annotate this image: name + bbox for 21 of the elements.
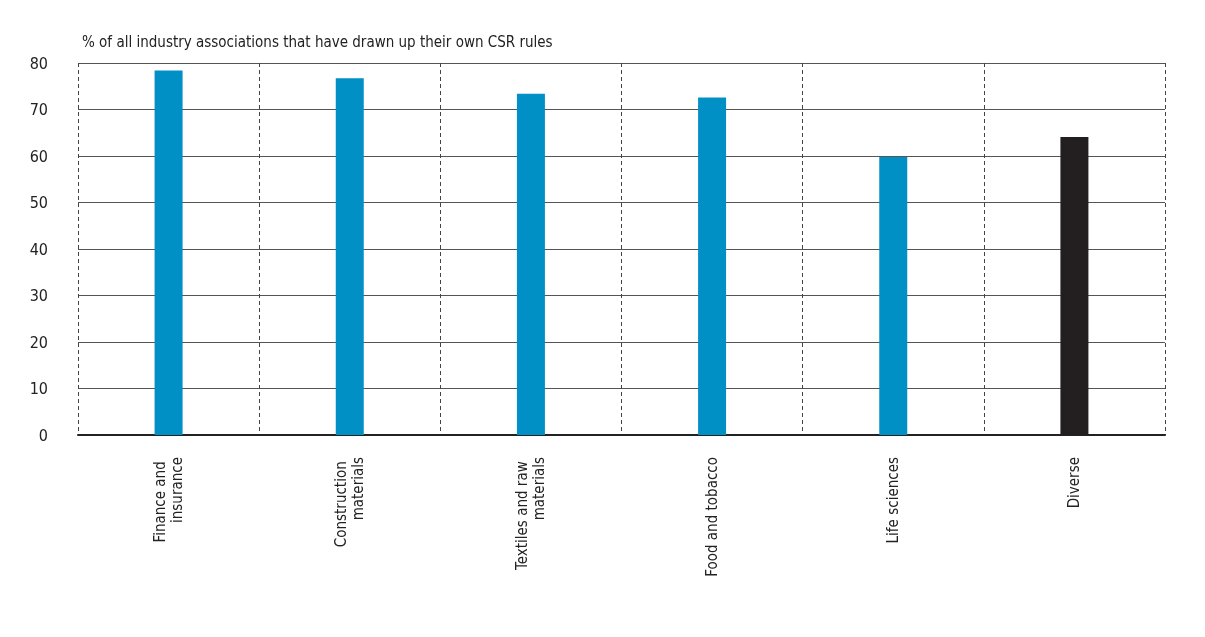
y-tick-label: 0 (38, 425, 48, 445)
y-tick-label: 40 (29, 239, 48, 259)
x-tick-label: Finance and insurance (151, 457, 187, 543)
y-tick-label: 70 (29, 100, 48, 119)
x-tick-label: Textiles and raw materials (513, 457, 549, 571)
x-tick-label: Construction materials (332, 457, 368, 548)
y-tick-label: 10 (29, 379, 48, 398)
bar (879, 156, 908, 435)
bar (516, 93, 545, 435)
x-tick-label: Life sciences (884, 457, 903, 544)
bar (335, 78, 364, 435)
x-tick-label: Diverse (1065, 457, 1084, 509)
y-tick-label: 50 (29, 193, 48, 212)
y-tick-label: 30 (29, 286, 48, 305)
y-tick-label: 20 (29, 332, 48, 352)
y-axis-title: % of all industry associations that have drawn up their own CSR rules (82, 32, 553, 51)
y-tick-label: 80 (29, 53, 48, 73)
x-tick-label: Food and tobacco (703, 457, 722, 577)
bar (154, 70, 183, 435)
y-tick-label: 60 (29, 146, 48, 166)
bar (698, 97, 727, 435)
